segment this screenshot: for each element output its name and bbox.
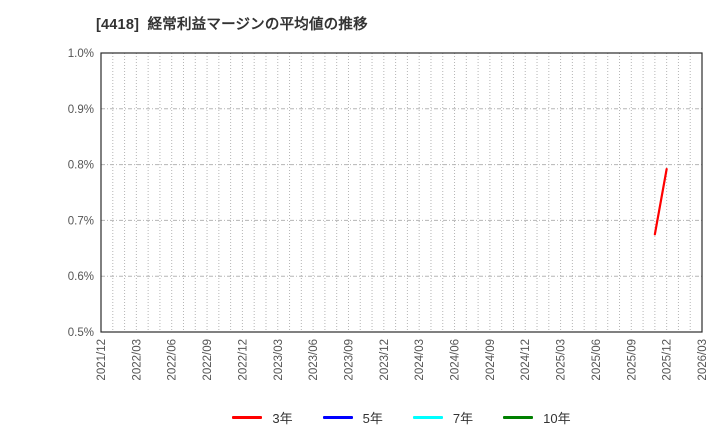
legend-label-0: 3年	[272, 410, 293, 426]
x-tick-label: 2025/03	[556, 339, 568, 381]
legend-swatch-0	[232, 415, 263, 419]
y-tick-label: 0.8%	[68, 160, 94, 172]
y-tick-label: 0.6%	[68, 271, 94, 283]
legend-item-2: 7年	[412, 408, 474, 427]
legend-item-1: 5年	[322, 408, 383, 427]
chart-title: [4418] 経常利益マージンの平均値の推移	[96, 17, 368, 33]
x-tick-label: 2026/03	[697, 339, 709, 381]
x-tick-label: 2023/12	[379, 339, 391, 381]
y-tick-label: 0.7%	[68, 215, 94, 227]
x-tick-label: 2021/12	[96, 339, 108, 381]
legend-label-3: 10年	[543, 410, 571, 426]
x-tick-label: 2024/09	[485, 339, 497, 381]
x-tick-label: 2022/12	[237, 339, 249, 381]
x-tick-label: 2024/06	[450, 339, 462, 381]
x-tick-label: 2025/12	[662, 339, 674, 381]
legend-label-2: 7年	[452, 410, 474, 426]
x-tick-label: 2024/12	[520, 339, 532, 381]
legend-swatch-3	[503, 415, 534, 419]
x-tick-label: 2023/06	[308, 339, 320, 381]
y-tick-label: 0.9%	[68, 104, 94, 116]
x-tick-label: 2025/06	[591, 339, 603, 381]
legend-item-3: 10年	[503, 408, 571, 427]
y-tick-label: 0.5%	[68, 327, 94, 339]
series-line-0	[653, 167, 668, 236]
x-tick-label: 2025/09	[626, 339, 638, 381]
x-tick-label: 2023/03	[273, 339, 285, 381]
x-tick-label: 2023/09	[343, 339, 355, 381]
legend: 3年 5年 7年 10年	[101, 405, 702, 429]
plot-border	[100, 52, 703, 333]
legend-swatch-1	[322, 415, 353, 419]
legend-swatch-2	[412, 415, 443, 419]
y-tick-label: 1.0%	[68, 48, 94, 60]
x-tick-label: 2022/03	[131, 339, 143, 381]
x-tick-label: 2024/03	[414, 339, 426, 381]
legend-item-0: 3年	[232, 408, 293, 427]
x-tick-label: 2022/09	[202, 339, 214, 381]
legend-label-1: 5年	[362, 410, 383, 426]
x-tick-label: 2022/06	[167, 339, 179, 381]
